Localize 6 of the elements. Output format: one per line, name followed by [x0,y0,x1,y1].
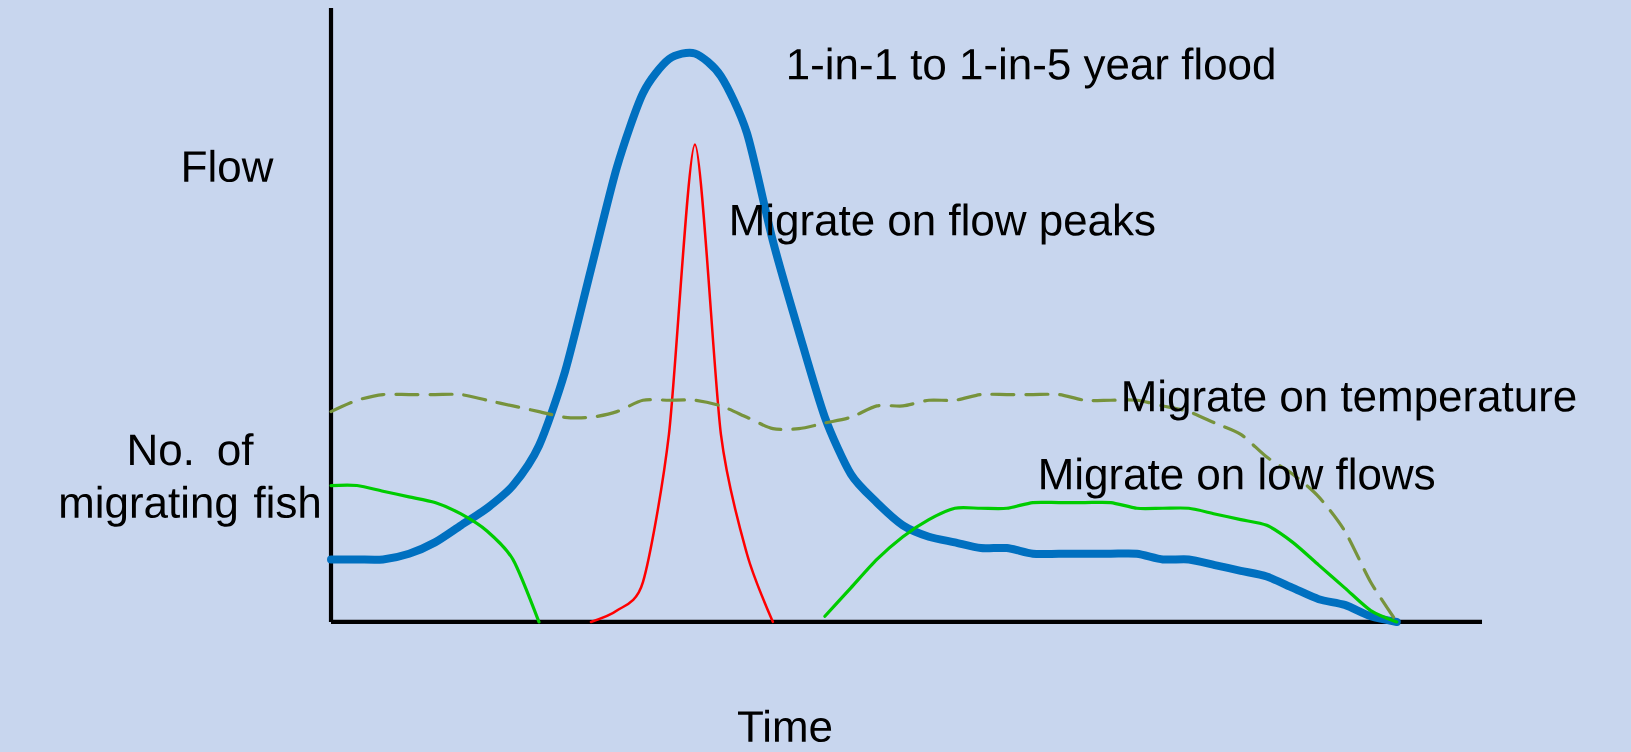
x-axis-title: Time [738,709,832,743]
series-label: Migrate on temperature [1124,379,1576,421]
y-axis-title: Flow [184,149,274,183]
series-label: 1-in-1 to 1-in-5 year flood [789,47,1274,89]
text: No. of migrating fish [61,433,319,527]
series-label: Migrate on low flows [1041,457,1435,499]
